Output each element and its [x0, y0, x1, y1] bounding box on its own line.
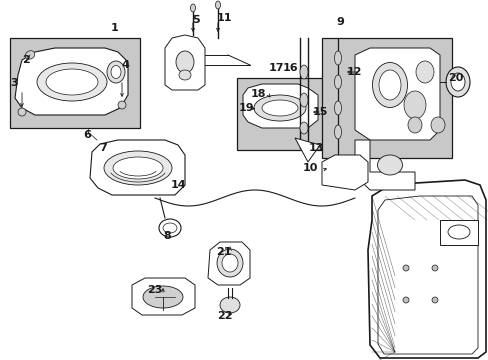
Polygon shape [90, 140, 184, 195]
Ellipse shape [334, 75, 341, 89]
Ellipse shape [450, 73, 464, 91]
Text: 3: 3 [10, 78, 18, 88]
Ellipse shape [18, 108, 26, 116]
Ellipse shape [111, 66, 121, 78]
Ellipse shape [222, 254, 238, 272]
Ellipse shape [176, 51, 194, 73]
Ellipse shape [215, 1, 220, 9]
Text: 13: 13 [307, 143, 323, 153]
Ellipse shape [220, 297, 240, 313]
Ellipse shape [190, 4, 195, 12]
Polygon shape [321, 155, 367, 190]
Text: 8: 8 [163, 231, 170, 241]
Bar [237, 78, 328, 150]
Bar [321, 38, 451, 158]
Polygon shape [367, 180, 485, 358]
Text: 20: 20 [447, 73, 463, 83]
Ellipse shape [377, 155, 402, 175]
Ellipse shape [25, 51, 35, 59]
Ellipse shape [299, 65, 307, 79]
Ellipse shape [378, 70, 400, 100]
Polygon shape [132, 278, 195, 315]
Text: 22: 22 [217, 311, 232, 321]
Ellipse shape [142, 286, 183, 308]
Bar [10, 38, 140, 128]
Bar [439, 220, 477, 245]
Text: 18: 18 [250, 89, 265, 99]
Ellipse shape [253, 95, 305, 121]
Text: 5: 5 [192, 15, 200, 25]
Ellipse shape [179, 70, 191, 80]
Ellipse shape [407, 117, 421, 133]
Text: 2: 2 [22, 55, 30, 65]
Ellipse shape [431, 265, 437, 271]
Ellipse shape [334, 51, 341, 65]
Ellipse shape [107, 61, 125, 83]
Text: 9: 9 [335, 17, 343, 27]
Text: 15: 15 [312, 107, 327, 117]
Ellipse shape [431, 297, 437, 303]
Ellipse shape [415, 61, 433, 83]
Ellipse shape [403, 91, 425, 119]
Text: 12: 12 [346, 67, 361, 77]
Polygon shape [243, 84, 317, 128]
Ellipse shape [334, 101, 341, 115]
Ellipse shape [402, 265, 408, 271]
Text: 14: 14 [170, 180, 185, 190]
Text: 23: 23 [147, 285, 163, 295]
Ellipse shape [372, 63, 407, 108]
Text: 21: 21 [216, 247, 231, 257]
Polygon shape [354, 140, 414, 190]
Ellipse shape [445, 67, 469, 97]
Ellipse shape [104, 151, 172, 185]
Text: 19: 19 [238, 103, 253, 113]
Ellipse shape [118, 101, 126, 109]
Ellipse shape [447, 225, 469, 239]
Text: 16: 16 [282, 63, 297, 73]
Ellipse shape [402, 297, 408, 303]
Ellipse shape [46, 69, 98, 95]
Ellipse shape [37, 63, 107, 101]
Text: 17: 17 [268, 63, 283, 73]
Ellipse shape [299, 122, 307, 134]
Text: 1: 1 [111, 23, 119, 33]
Ellipse shape [217, 249, 243, 277]
Ellipse shape [299, 93, 307, 107]
Text: 4: 4 [121, 60, 129, 70]
Text: 6: 6 [83, 130, 91, 140]
Ellipse shape [334, 125, 341, 139]
Ellipse shape [163, 223, 177, 233]
Polygon shape [164, 35, 204, 90]
Ellipse shape [262, 100, 297, 116]
Polygon shape [294, 138, 319, 162]
Polygon shape [354, 48, 439, 140]
Ellipse shape [430, 117, 444, 133]
Text: 7: 7 [99, 143, 107, 153]
Text: 10: 10 [302, 163, 317, 173]
Polygon shape [15, 48, 128, 115]
Polygon shape [207, 242, 249, 285]
Text: 11: 11 [216, 13, 231, 23]
Ellipse shape [113, 157, 163, 179]
